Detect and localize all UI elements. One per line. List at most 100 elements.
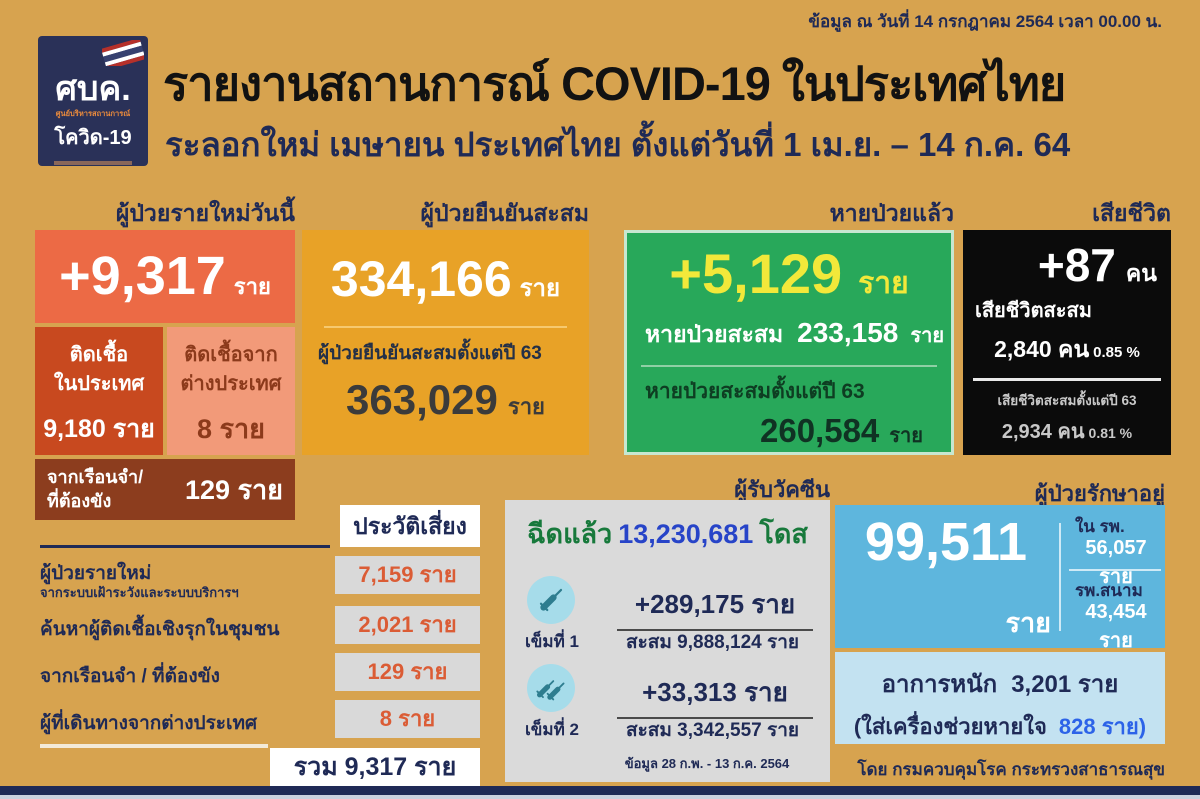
recovered-since63-label: หายป่วยสะสมตั้งแต่ปี 63 bbox=[645, 380, 865, 403]
recovered-since63-value: 260,584 bbox=[760, 412, 880, 449]
recovered-value: +5,129 bbox=[669, 242, 843, 305]
prison-value: 129 ราย bbox=[184, 475, 283, 505]
recovered-cum-label: หายป่วยสะสม bbox=[645, 321, 784, 347]
cumulative-unit: ราย bbox=[519, 275, 561, 302]
cumulative-panel: 334,166 ราย ผู้ป่วยยืนยันสะสมตั้งแต่ปี 63… bbox=[302, 230, 589, 455]
new-cases-value: +9,317 bbox=[59, 246, 226, 306]
active-patients-value: 99,511 bbox=[864, 512, 1028, 572]
cumulative-since63-value: 363,029 bbox=[346, 376, 498, 423]
vaccine-done-value: 13,230,681 bbox=[618, 519, 754, 549]
field-hospital-label: รพ.สนาม bbox=[1075, 581, 1143, 600]
risk-row-label: ผู้ที่เดินทางจากต่างประเทศ bbox=[40, 713, 258, 734]
new-cases-label: ผู้ป่วยรายใหม่วันนี้ bbox=[115, 200, 295, 226]
deaths-divider bbox=[973, 378, 1161, 381]
syringe-icon bbox=[539, 588, 563, 612]
dose1-circle bbox=[527, 576, 575, 624]
ventilator-label: (ใส่เครื่องช่วยหายใจ bbox=[853, 714, 1047, 739]
deaths-cum-pct: 0.85 % bbox=[1093, 344, 1140, 361]
imported-value: 8 ราย bbox=[196, 414, 265, 444]
cumulative-since63-unit: ราย bbox=[507, 394, 545, 419]
cumulative-divider bbox=[324, 326, 567, 328]
domestic-cases-panel: ติดเชื้อ ในประเทศ 9,180 ราย bbox=[35, 327, 163, 455]
new-cases-panel: +9,317 ราย bbox=[35, 230, 295, 323]
risk-row-value: 129 ราย bbox=[335, 653, 480, 691]
recovered-label: หายป่วยแล้ว bbox=[829, 200, 954, 226]
logo-acronym: ศบค. bbox=[55, 70, 131, 108]
imported-cases-panel: ติดเชื้อจาก ต่างประเทศ 8 ราย bbox=[167, 327, 295, 455]
page-subtitle: ระลอกใหม่ เมษายน ประเทศไทย ตั้งแต่วันที่… bbox=[165, 126, 1071, 163]
active-patients-panel: 99,511 ราย ใน รพ. 56,057 ราย รพ.สนาม 43,… bbox=[835, 505, 1165, 652]
cccsa-logo: ศบค. ศูนย์บริหารสถานการณ์ โควิด-19 bbox=[38, 36, 148, 166]
recovered-unit: ราย bbox=[858, 267, 909, 300]
deaths-since63-pct: 0.81 % bbox=[1088, 425, 1133, 441]
deaths-value: +87 bbox=[1037, 239, 1116, 291]
cumulative-since63-label: ผู้ป่วยยืนยันสะสมตั้งแต่ปี 63 bbox=[318, 343, 542, 364]
risk-bottom-divider bbox=[40, 744, 268, 748]
recovered-cum-value: 233,158 bbox=[797, 317, 899, 348]
deaths-label: เสียชีวิต bbox=[1092, 200, 1171, 226]
domestic-label-line1: ติดเชื้อ bbox=[69, 344, 129, 366]
hospital-divider bbox=[1069, 569, 1161, 571]
dose2-new-value: +33,313 ราย bbox=[617, 672, 813, 719]
ventilator-value: 828 ราย) bbox=[1058, 714, 1147, 739]
vaccine-label: ผู้รับวัคซีน bbox=[734, 477, 830, 502]
prison-label-line1: จากเรือนจำ/ bbox=[47, 467, 144, 488]
deaths-since63-label: เสียชีวิตสะสมตั้งแต่ปี 63 bbox=[997, 393, 1137, 408]
vaccine-done-label: ฉีดแล้ว bbox=[527, 519, 613, 549]
deaths-cum-label: เสียชีวิตสะสม bbox=[975, 300, 1092, 322]
recovered-since63-unit: ราย bbox=[889, 425, 923, 447]
risk-total: รวม 9,317 ราย bbox=[270, 748, 480, 786]
prison-cases-panel: จากเรือนจำ/ ที่ต้องขัง 129 ราย bbox=[35, 459, 295, 520]
recovered-panel: +5,129 ราย หายป่วยสะสม 233,158 ราย หายป่วยส… bbox=[624, 230, 954, 455]
deaths-unit: คน bbox=[1125, 260, 1157, 286]
double-syringe-icon bbox=[536, 680, 565, 701]
risk-row-value: 8 ราย bbox=[335, 700, 480, 738]
prison-label-line2: ที่ต้องขัง bbox=[47, 490, 112, 511]
dose1-new-value: +289,175 ราย bbox=[617, 584, 813, 631]
logo-tagline-bar bbox=[54, 161, 132, 165]
hospital-value: 56,057 ราย bbox=[1085, 537, 1147, 588]
deaths-since63-value: 2,934 คน bbox=[1001, 421, 1085, 443]
dose2-label: เข็มที่ 2 bbox=[524, 720, 580, 739]
cumulative-value: 334,166 bbox=[330, 251, 512, 307]
severe-value: 3,201 ราย bbox=[1011, 671, 1119, 698]
dose1-cumulative: สะสม 9,888,124 ราย bbox=[625, 632, 799, 653]
severe-cases-panel: อาการหนัก 3,201 ราย (ใส่เครื่องช่วยหายใจ 8… bbox=[835, 652, 1165, 744]
severe-label: อาการหนัก bbox=[881, 671, 998, 698]
domestic-value: 9,180 ราย bbox=[43, 415, 155, 443]
data-as-of-date: ข้อมูล ณ วันที่ 14 กรกฎาคม 2564 เวลา 00.… bbox=[808, 12, 1162, 31]
risk-row-value: 7,159 ราย bbox=[335, 556, 480, 594]
hospital-label: ใน รพ. bbox=[1075, 517, 1125, 536]
recovered-cum-unit: ราย bbox=[910, 325, 945, 347]
risk-history-title: ประวัติเสี่ยง bbox=[340, 505, 480, 547]
active-patients-label: ผู้ป่วยรักษาอยู่ bbox=[1034, 481, 1165, 506]
bottom-navy-bar bbox=[0, 786, 1200, 795]
active-vertical-divider bbox=[1059, 523, 1061, 631]
dose2-circle bbox=[527, 664, 575, 712]
cumulative-label: ผู้ป่วยยืนยันสะสม bbox=[420, 200, 589, 226]
risk-row-sublabel: จากระบบเฝ้าระวังและระบบบริการฯ bbox=[40, 585, 239, 600]
thai-flag-icon bbox=[102, 40, 144, 66]
domestic-label-line2: ในประเทศ bbox=[53, 373, 145, 395]
risk-row-value: 2,021 ราย bbox=[335, 606, 480, 644]
source-credit: โดย กรมควบคุมโรค กระทรวงสาธารณสุข bbox=[857, 760, 1165, 779]
active-patients-unit: ราย bbox=[1005, 608, 1051, 638]
risk-row-label: ค้นหาผู้ติดเชื้อเชิงรุกในชุมชน bbox=[40, 619, 280, 640]
new-cases-unit: ราย bbox=[233, 274, 271, 299]
page-title: รายงานสถานการณ์ COVID-19 ในประเทศไทย bbox=[163, 57, 1066, 110]
field-hospital-value: 43,454 ราย bbox=[1085, 601, 1147, 652]
deaths-panel: +87 คน เสียชีวิตสะสม 2,840 คน 0.85 % เสียช… bbox=[963, 230, 1171, 455]
deaths-cum-value: 2,840 คน bbox=[994, 336, 1090, 362]
vaccine-panel: ฉีดแล้ว 13,230,681 โดส เข็มที่ 1 +289,175 … bbox=[505, 500, 830, 782]
risk-row-label: จากเรือนจำ / ที่ต้องขัง bbox=[40, 666, 220, 687]
dose2-cumulative: สะสม 3,342,557 ราย bbox=[625, 720, 799, 741]
imported-label-line1: ติดเชื้อจาก bbox=[184, 344, 278, 366]
logo-org-name: ศูนย์บริหารสถานการณ์ bbox=[55, 109, 131, 118]
dose1-label: เข็มที่ 1 bbox=[524, 632, 580, 651]
vaccine-data-period: ข้อมูล 28 ก.พ. - 13 ก.ค. 2564 bbox=[624, 756, 790, 771]
bottom-edge-strip bbox=[0, 795, 1200, 799]
vaccine-done-unit: โดส bbox=[759, 519, 808, 549]
recovered-divider bbox=[641, 365, 937, 367]
logo-disease-name: โควิด-19 bbox=[54, 127, 132, 149]
